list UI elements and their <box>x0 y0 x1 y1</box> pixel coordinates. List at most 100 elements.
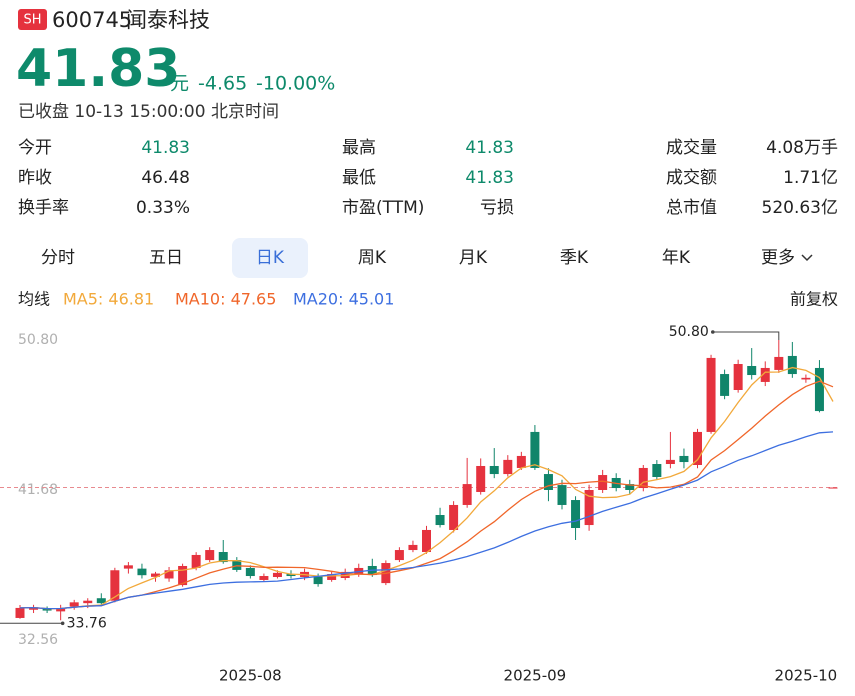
candle-body <box>760 367 770 382</box>
annotation-label: 50.80 <box>669 324 709 340</box>
candle-body <box>56 608 66 612</box>
candle-body <box>123 565 133 569</box>
candle-body <box>205 550 215 561</box>
stock-name: 闻泰科技 <box>126 8 210 32</box>
stat-value: 41.83 <box>465 168 514 188</box>
tab[interactable]: 分时 <box>41 248 75 268</box>
candle-body <box>571 500 581 528</box>
candle-body <box>787 355 797 375</box>
candle-body <box>489 465 499 475</box>
candle-body <box>408 544 418 551</box>
annotation-dot <box>711 330 715 334</box>
price-change-pct: -10.00% <box>256 73 335 95</box>
candle-body <box>394 550 404 561</box>
candle-body <box>286 574 296 577</box>
annotation-label: 33.76 <box>67 615 107 631</box>
stat-label: 成交量 <box>666 138 717 158</box>
stat-value: 4.08万手 <box>766 138 838 158</box>
ma-legend: MA10: 47.65 <box>175 290 276 309</box>
x-tick-label: 2025-09 <box>504 667 567 685</box>
candle-body <box>245 567 255 577</box>
tab-active-bg <box>232 238 308 278</box>
candle-body <box>625 484 635 490</box>
candle-body <box>476 465 486 492</box>
candle-body <box>327 574 337 580</box>
x-tick-label: 2025-08 <box>219 667 282 685</box>
tab[interactable]: 月K <box>459 248 488 268</box>
stat-value: 41.83 <box>141 138 190 158</box>
candle-body <box>638 467 648 489</box>
stat-label: 今开 <box>18 138 52 158</box>
candle-body <box>151 573 160 577</box>
price-unit: 元 <box>170 73 189 95</box>
candle-body <box>801 377 811 380</box>
candle-body <box>164 570 174 579</box>
tab[interactable]: 日K <box>256 248 285 268</box>
candle-body <box>693 431 702 465</box>
market-status: 已收盘 10-13 15:00:00 北京时间 <box>18 102 279 122</box>
candle-body <box>191 554 201 568</box>
tab[interactable]: 季K <box>560 248 589 268</box>
ma-legend: MA20: 45.01 <box>293 290 394 309</box>
stat-label: 总市值 <box>666 198 717 218</box>
candle-body <box>42 608 52 611</box>
candle-body <box>462 484 472 505</box>
candle-body <box>828 487 838 489</box>
y-tick-label: 32.56 <box>18 632 58 648</box>
stat-label: 市盈(TTM) <box>342 198 424 218</box>
candle-body <box>110 570 120 601</box>
ma-line <box>19 366 834 610</box>
stat-value: 0.33% <box>136 198 190 218</box>
candle-body <box>449 504 459 530</box>
candle-body <box>516 455 526 468</box>
candle-body <box>665 459 675 465</box>
candle-body <box>137 568 147 576</box>
stat-label: 最低 <box>342 168 376 188</box>
x-tick-label: 2025-10 <box>775 667 838 685</box>
candle-body <box>29 607 39 610</box>
exchange-badge <box>18 9 47 30</box>
candle-body <box>259 576 269 580</box>
candle-body <box>598 475 608 490</box>
candle-body <box>774 356 784 370</box>
stat-value: 41.83 <box>465 138 514 158</box>
candle-body <box>15 607 25 618</box>
candle-body <box>178 565 188 586</box>
candle-body <box>232 560 242 570</box>
ma-line <box>19 431 834 610</box>
adjust-mode[interactable]: 前复权 <box>790 290 838 309</box>
candle-body <box>557 485 567 505</box>
tab[interactable]: 更多 <box>761 248 795 268</box>
candle-body <box>69 602 79 607</box>
candle-body <box>422 529 431 553</box>
candle-body <box>83 600 93 604</box>
annotation-line <box>712 331 780 340</box>
candle-body <box>313 576 323 585</box>
candle-body <box>706 357 716 432</box>
candle-body <box>503 459 513 475</box>
ma-legend: MA5: 46.81 <box>63 290 154 309</box>
candle-body <box>96 598 106 604</box>
tab[interactable]: 周K <box>358 248 387 268</box>
candle-body <box>530 431 540 468</box>
stat-label: 成交额 <box>666 168 717 188</box>
exchange: SH <box>23 13 41 28</box>
candle-body <box>679 455 689 463</box>
candle-body <box>218 552 228 563</box>
candle-body <box>720 374 730 396</box>
stat-label: 换手率 <box>18 198 69 218</box>
candle-body <box>652 464 662 478</box>
ma-title: 均线 <box>18 290 50 309</box>
price-change: -4.65 <box>198 73 247 95</box>
tab[interactable]: 五日 <box>149 248 183 268</box>
y-tick-label: 50.80 <box>18 332 58 348</box>
tab[interactable]: 年K <box>662 248 691 268</box>
annotation-dot <box>60 621 65 626</box>
candle-body <box>733 364 743 390</box>
candle-body <box>584 490 594 526</box>
candle-body <box>814 367 824 412</box>
y-tick-label: 41.68 <box>18 482 58 498</box>
tab-chevron <box>801 254 813 262</box>
candle-body <box>272 572 282 578</box>
stat-label: 最高 <box>342 138 376 158</box>
